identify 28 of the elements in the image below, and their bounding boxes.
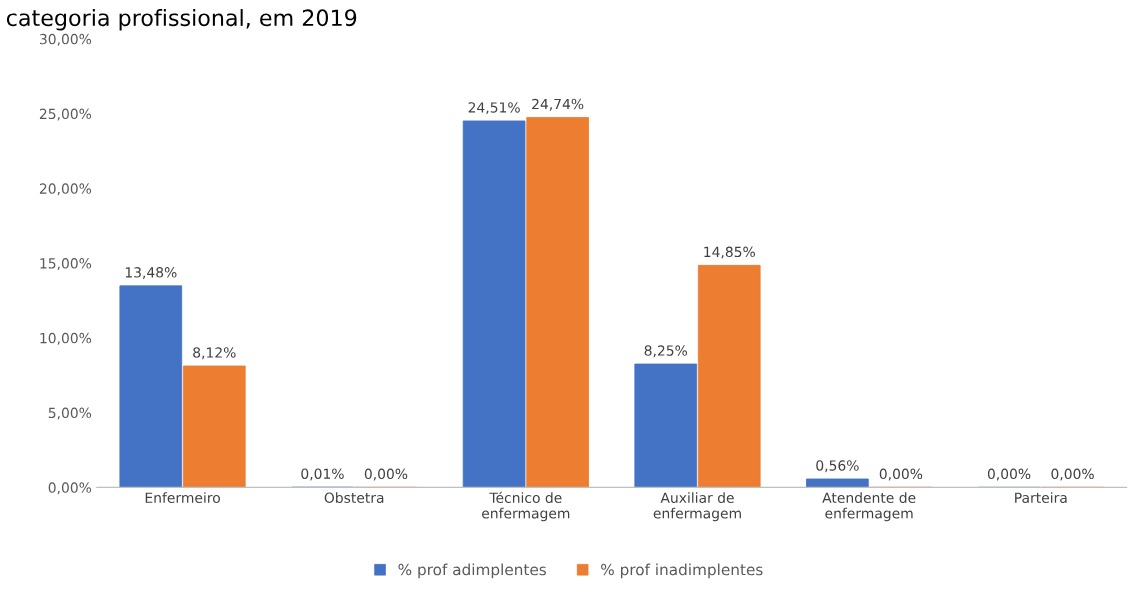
x-tick-label: Parteira (1015, 492, 1067, 503)
x-tick-label: Auxiliar de enfermagem (653, 492, 741, 522)
x-tick-label: Enfermeiro (145, 492, 220, 503)
x-tick-label: Atendente de enfermagem (822, 492, 916, 522)
data-label: 0,00% (987, 468, 1031, 481)
y-tick-label: 10,00% (40, 332, 92, 345)
data-label: 0,56% (816, 460, 859, 473)
data-label: 14,85% (704, 246, 755, 259)
x-tick-label: Obstetra (324, 492, 384, 503)
data-label: 0,01% (301, 468, 344, 481)
data-label: 24,51% (468, 102, 520, 115)
legend-label: % prof inadimplentes (601, 563, 763, 579)
data-label: 0,00% (1051, 468, 1094, 481)
y-tick-label: 25,00% (39, 108, 92, 121)
chart-title: categoria profissional, em 2019 (6, 8, 357, 31)
legend-label: % prof adimplentes (398, 563, 547, 579)
y-tick-label: 15,00% (40, 258, 92, 271)
y-tick-label: 0,00% (48, 482, 92, 495)
y-tick-label: 20,00% (39, 183, 92, 196)
data-label: 8,25% (644, 345, 688, 358)
data-label: 13,48% (125, 267, 177, 280)
y-tick-label: 5,00% (48, 407, 92, 420)
y-tick-label: 30,00% (39, 33, 92, 46)
data-label: 0,00% (364, 468, 408, 481)
data-label: 8,12% (193, 347, 236, 360)
x-tick-label: Técnico de enfermagem (482, 491, 570, 522)
data-label: 24,74% (532, 98, 584, 111)
data-label: 0,00% (879, 468, 923, 481)
